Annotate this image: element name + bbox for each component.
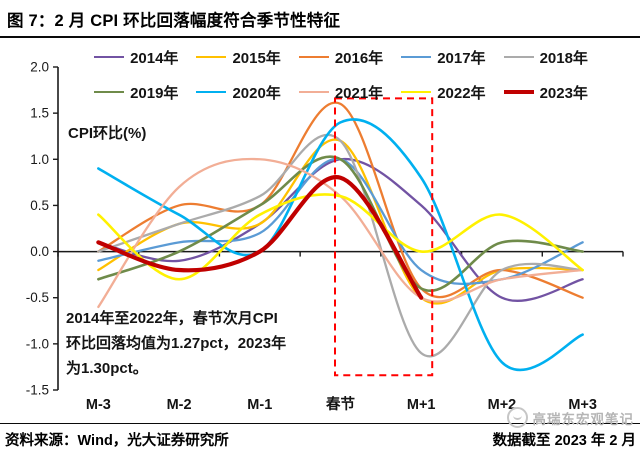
y-tick-label: -0.5 [26, 290, 49, 305]
legend-label: 2020年 [232, 84, 281, 102]
legend-item-2021年: 2021年 [298, 82, 384, 103]
x-category-label: M+3 [568, 397, 597, 413]
chart-annotation: 2014年至2022年，春节次月CPI 环比回落均值为1.27pct，2023年为… [66, 306, 352, 381]
y-tick-label: 2.0 [30, 60, 49, 75]
figure-title: 图 7：2 月 CPI 环比回落幅度符合季节性特征 [7, 12, 341, 30]
highlight-box [334, 97, 434, 377]
legend-swatch [94, 56, 125, 58]
legend-label: 2023年 [539, 84, 588, 102]
series-line-2016年 [97, 101, 584, 299]
chart-legend: 2014年 2015年 2016年 2017年 2018年 2019年 2020年 2021年… [58, 46, 624, 103]
series-line-2023年 [96, 175, 424, 300]
legend-item-2015年: 2015年 [196, 47, 281, 68]
legend-row: 2014年 2015年 2016年 2017年 2018年 [58, 46, 624, 68]
legend-swatch [298, 91, 329, 93]
legend-swatch [94, 91, 125, 93]
legend-item-2020年: 2020年 [196, 82, 281, 103]
y-tick-label: 1.0 [30, 152, 49, 167]
legend-swatch [503, 90, 534, 94]
legend-label: 2021年 [334, 84, 384, 102]
series-line-2020年 [97, 118, 584, 372]
legend-item-2018年: 2018年 [503, 47, 588, 68]
legend-label: 2019年 [130, 84, 179, 102]
annotation-line: 为1.30pct。 [66, 360, 148, 377]
legend-item-2014年: 2014年 [94, 47, 178, 68]
legend-label: 2018年 [539, 49, 588, 67]
x-category-label: M+1 [407, 397, 436, 413]
legend-swatch [298, 56, 329, 58]
legend-label: 2022年 [437, 84, 486, 102]
legend-row: 2019年 2020年 2021年 2022年 2023年 [58, 81, 624, 103]
annotation-line: 环比回落均值为1.27pct，2023年 [66, 335, 287, 352]
y-tick-label: 0.5 [30, 198, 49, 213]
x-category-label: M-2 [167, 397, 192, 413]
watermark-text: 高瑞东宏观笔记 [532, 411, 634, 427]
y-tick-label: 1.5 [30, 106, 49, 121]
x-category-label: 春节 [326, 395, 355, 413]
y-tick-label: 0.0 [30, 244, 49, 259]
legend-swatch [401, 91, 432, 93]
series-line-2019年 [97, 155, 584, 292]
legend-label: 2015年 [232, 49, 281, 67]
series-line-2014年 [97, 157, 584, 302]
legend-label: 2014年 [130, 49, 179, 67]
annotation-line: 2014年至2022年，春节次月CPI [66, 310, 278, 327]
watermark-logo-icon [506, 407, 528, 428]
y-tick-label: -1.5 [26, 383, 49, 398]
x-category-label: M+2 [488, 397, 517, 413]
y-axis-title: CPI环比(%) [68, 125, 147, 142]
data-cutoff-note: 数据截至 2023 年 2 月 [492, 433, 636, 449]
legend-label: 2017年 [437, 49, 486, 67]
legend-swatch [196, 56, 227, 58]
x-category-label: M-1 [247, 397, 272, 413]
series-line-2022年 [97, 193, 584, 281]
legend-swatch [503, 56, 534, 58]
series-line-2021年 [97, 157, 584, 309]
series-line-2018年 [97, 133, 584, 358]
y-tick-label: -1.0 [26, 336, 49, 351]
title-divider [0, 36, 640, 38]
footer-divider [0, 423, 640, 424]
legend-item-2017年: 2017年 [401, 47, 486, 68]
legend-item-2019年: 2019年 [94, 82, 178, 103]
watermark: 高瑞东宏观笔记 [506, 407, 635, 428]
legend-item-2023年: 2023年 [503, 82, 588, 103]
legend-item-2016年: 2016年 [298, 47, 384, 68]
legend-swatch [196, 91, 227, 93]
legend-swatch [401, 56, 432, 58]
x-category-label: M-3 [86, 397, 111, 413]
legend-label: 2016年 [334, 49, 384, 67]
source-note: 资料来源：Wind，光大证券研究所 [5, 433, 229, 449]
legend-item-2022年: 2022年 [401, 82, 486, 103]
